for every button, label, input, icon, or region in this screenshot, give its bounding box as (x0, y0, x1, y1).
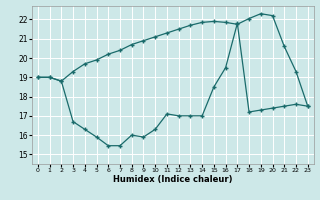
X-axis label: Humidex (Indice chaleur): Humidex (Indice chaleur) (113, 175, 233, 184)
